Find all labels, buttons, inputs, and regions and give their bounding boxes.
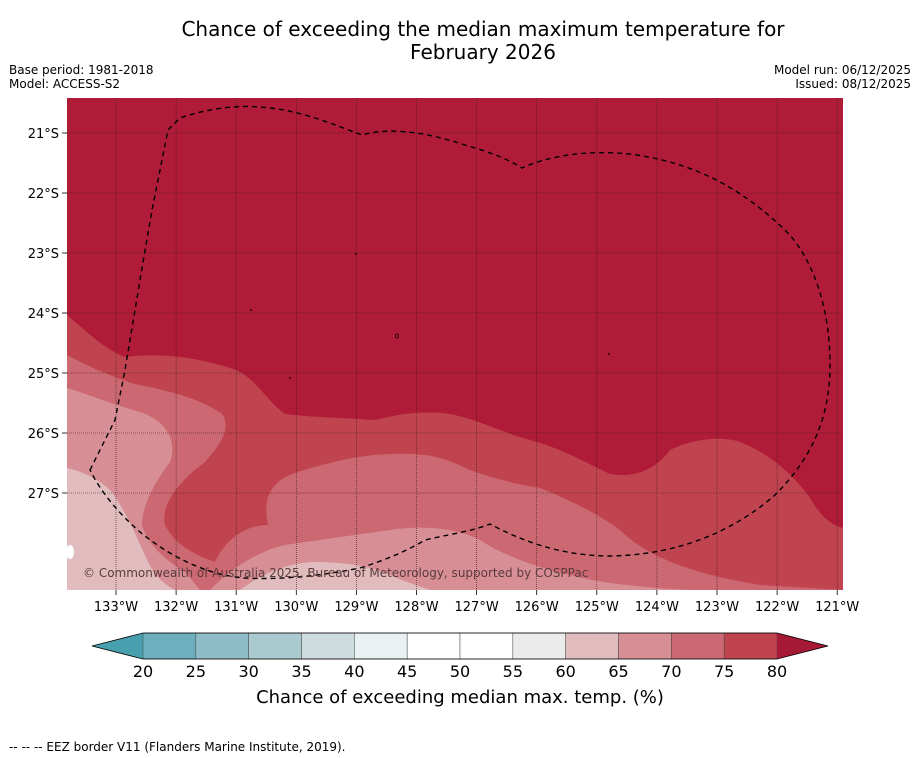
lon-label: 133°W <box>94 600 138 615</box>
latitude-labels: 21°S 22°S 23°S 24°S 25°S 26°S 27°S <box>28 127 67 502</box>
colorbar-high-arrow <box>777 633 828 659</box>
graticule <box>67 98 843 590</box>
colorbar-low-arrow <box>92 633 143 659</box>
colorbar-tick-label: 60 <box>555 662 575 681</box>
colorbar-boxes <box>142 632 778 660</box>
colorbar-box <box>195 632 249 660</box>
title-line-2: February 2026 <box>410 40 556 64</box>
colorbar-tick-label: 30 <box>238 662 258 681</box>
colorbar-box <box>301 632 355 660</box>
colorbar-box <box>671 632 725 660</box>
title-line-1: Chance of exceeding the median maximum t… <box>181 17 785 41</box>
colorbar: 20 25 30 35 40 45 50 55 60 65 70 75 80 Chance of exc… <box>91 632 829 708</box>
lon-label: 129°W <box>334 600 378 615</box>
small-island <box>67 545 74 559</box>
eez-footnote: -- -- -- EEZ border V11 (Flanders Marine… <box>9 740 346 754</box>
atolls <box>250 253 610 379</box>
band-70 <box>67 355 843 590</box>
lat-label: 24°S <box>28 307 59 322</box>
colorbar-box <box>459 632 514 660</box>
colorbar-box <box>565 632 619 660</box>
lon-label: 127°W <box>455 600 499 615</box>
colorbar-tick-label: 65 <box>608 662 628 681</box>
colorbar-ticks: 20 25 30 35 40 45 50 55 60 65 70 75 80 <box>133 662 787 681</box>
colorbar-label: Chance of exceeding median max. temp. (%… <box>256 687 664 708</box>
lon-label: 130°W <box>274 600 318 615</box>
colorbar-tick-label: 80 <box>767 662 787 681</box>
colorbar-box <box>142 632 197 660</box>
colorbar-box <box>406 632 461 660</box>
lat-label: 21°S <box>28 127 59 142</box>
band-60-south <box>240 562 430 590</box>
colorbar-tick-label: 70 <box>661 662 681 681</box>
lon-label: 131°W <box>214 600 258 615</box>
lon-label: 122°W <box>755 600 799 615</box>
eez-border <box>89 105 831 580</box>
chart-title: Chance of exceeding the median maximum t… <box>60 18 906 64</box>
colorbar-tick-label: 75 <box>714 662 734 681</box>
colorbar-tick-label: 45 <box>397 662 417 681</box>
lon-label: 121°W <box>815 600 859 615</box>
lon-label: 123°W <box>695 600 739 615</box>
lon-label: 128°W <box>394 600 438 615</box>
longitude-labels: 133°W 132°W 131°W 130°W 129°W 128°W 127°W 126°W… <box>94 590 859 615</box>
meta-right: Model run: 06/12/2025 Issued: 08/12/2025 <box>774 63 911 91</box>
colorbar-tick-label: 35 <box>291 662 311 681</box>
colorbar-box <box>512 632 566 660</box>
lat-label: 22°S <box>28 187 59 202</box>
colorbar-box <box>248 632 302 660</box>
issued-date: Issued: 08/12/2025 <box>795 77 911 91</box>
model-run: Model run: 06/12/2025 <box>773 63 911 77</box>
colorbar-tick-label: 55 <box>503 662 523 681</box>
lat-label: 27°S <box>28 487 59 502</box>
band-75 <box>67 315 843 590</box>
lon-label: 124°W <box>635 600 679 615</box>
copyright-notice: © Commonwealth of Australia 2025, Bureau… <box>83 566 588 580</box>
colorbar-box <box>618 632 672 660</box>
colorbar-tick-label: 25 <box>186 662 206 681</box>
lat-label: 23°S <box>28 247 59 262</box>
lon-label: 132°W <box>154 600 198 615</box>
colorbar-box <box>723 632 778 660</box>
lat-label: 26°S <box>28 427 59 442</box>
colorbar-tick-label: 50 <box>450 662 470 681</box>
colorbar-tick-label: 40 <box>344 662 364 681</box>
lat-label: 25°S <box>28 367 59 382</box>
colorbar-tick-label: 20 <box>133 662 153 681</box>
map-area: © Commonwealth of Australia 2025, Bureau… <box>67 98 843 590</box>
lon-label: 126°W <box>515 600 559 615</box>
lon-label: 125°W <box>575 600 619 615</box>
base-period: Base period: 1981-2018 <box>9 63 154 77</box>
meta-left: Base period: 1981-2018 Model: ACCESS-S2 <box>9 63 154 91</box>
colorbar-box <box>354 632 408 660</box>
model-name: Model: ACCESS-S2 <box>9 77 121 91</box>
band-60 <box>67 468 175 590</box>
